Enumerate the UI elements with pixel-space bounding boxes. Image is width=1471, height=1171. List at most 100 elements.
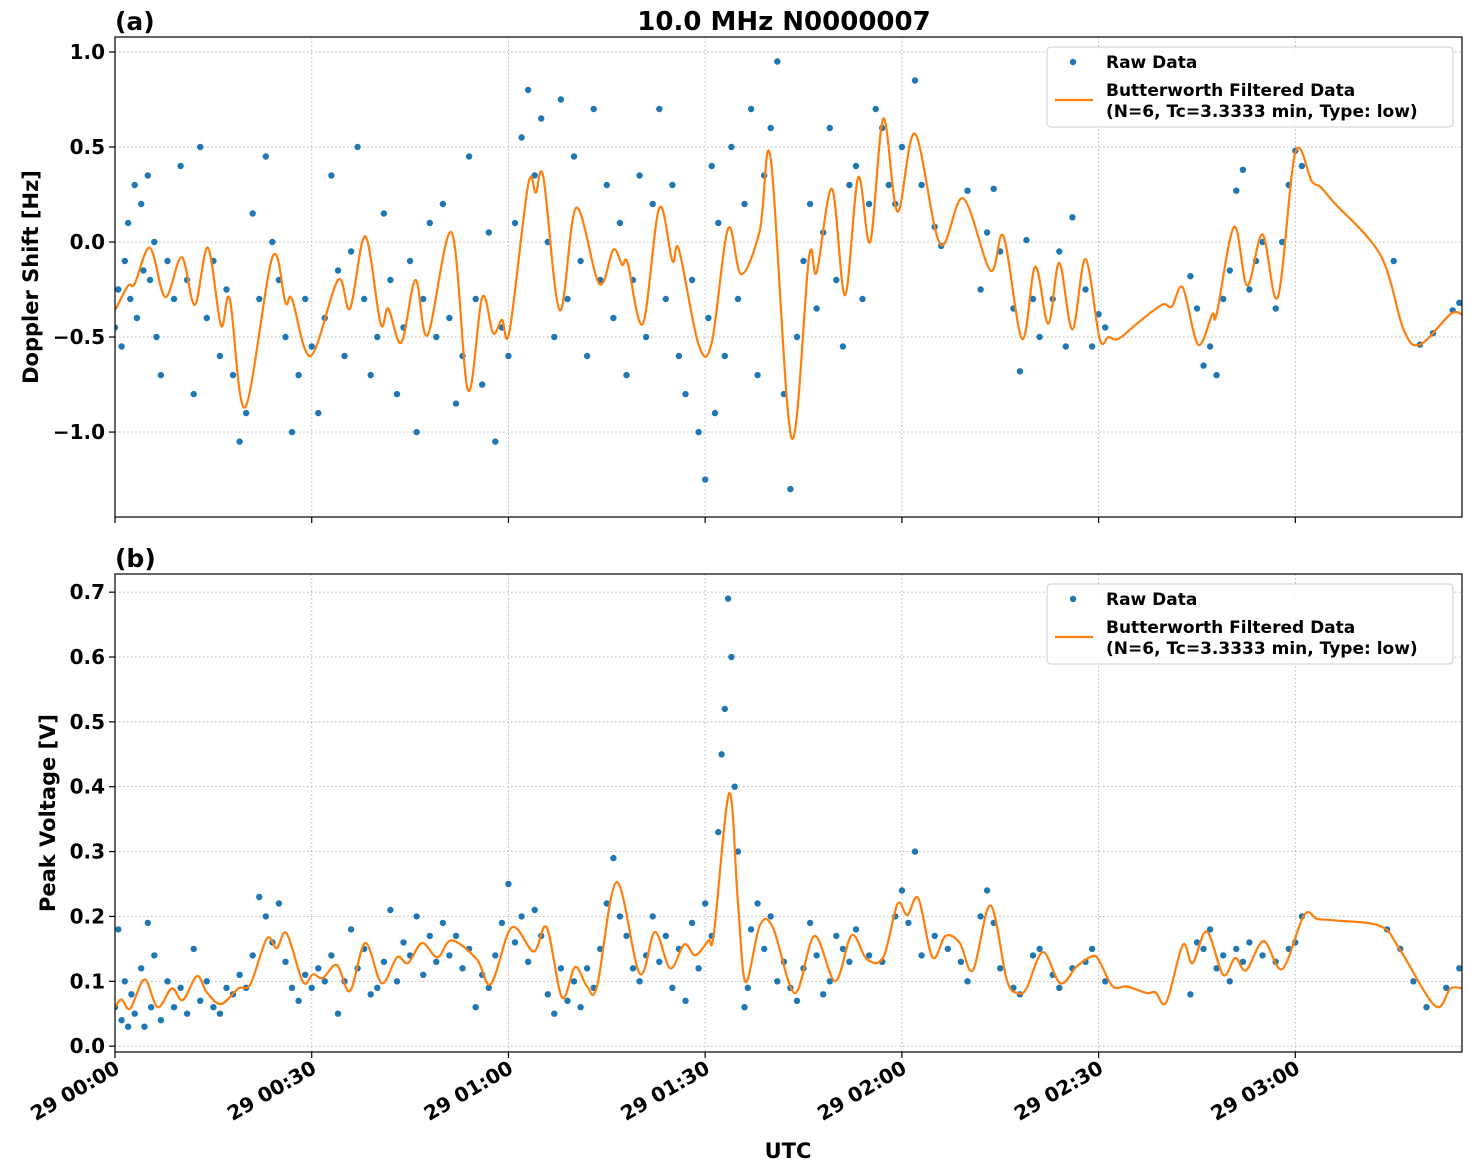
raw-data-point <box>1239 166 1247 173</box>
raw-data-point <box>806 919 814 927</box>
raw-data-point <box>616 219 624 227</box>
raw-data-point <box>590 105 597 113</box>
raw-data-point <box>623 371 630 379</box>
raw-data-point <box>944 945 951 953</box>
raw-data-point <box>216 1010 224 1017</box>
raw-data-point <box>203 314 210 322</box>
raw-data-point <box>144 172 151 179</box>
raw-data-point <box>846 181 853 189</box>
filtered-data-line <box>115 792 1462 1011</box>
raw-data-point <box>262 153 269 160</box>
legend-raw-label: Raw Data <box>1106 590 1197 610</box>
raw-data-point <box>334 1010 342 1017</box>
raw-data-point <box>583 352 591 360</box>
raw-data-point <box>1023 236 1030 244</box>
raw-data-point <box>669 984 676 991</box>
raw-data-point <box>128 991 135 998</box>
raw-data-point <box>420 295 427 303</box>
raw-data-point <box>115 324 119 331</box>
raw-data-point <box>911 77 919 84</box>
raw-data-point <box>1259 952 1266 959</box>
raw-data-point <box>420 971 427 978</box>
raw-data-point <box>203 978 210 985</box>
y-tick-label: 0.6 <box>70 645 105 669</box>
raw-data-point <box>347 926 355 933</box>
raw-data-point <box>367 991 374 998</box>
raw-data-point <box>826 124 833 132</box>
raw-data-point <box>328 952 335 959</box>
raw-data-point <box>718 751 725 758</box>
raw-data-point <box>446 314 453 322</box>
raw-data-point <box>990 185 997 192</box>
raw-data-point <box>695 965 702 972</box>
raw-data-point <box>249 952 256 959</box>
raw-data-point <box>439 200 447 208</box>
raw-data-point <box>839 945 847 953</box>
raw-data-point <box>295 997 302 1004</box>
raw-data-point <box>564 997 571 1004</box>
raw-data-point <box>754 900 761 907</box>
raw-data-point <box>472 295 479 303</box>
y-tick-label: 0.5 <box>70 710 105 734</box>
raw-data-point <box>170 295 178 303</box>
x-axis-label: UTC <box>765 1139 812 1163</box>
raw-data-point <box>216 352 224 360</box>
raw-data-point <box>721 705 728 713</box>
raw-data-point <box>1056 248 1063 255</box>
raw-data-point <box>1193 305 1201 312</box>
raw-data-point <box>190 945 197 953</box>
raw-data-point <box>288 428 296 436</box>
raw-data-point <box>157 371 165 379</box>
raw-data-point <box>151 952 158 959</box>
raw-data-point <box>610 314 617 322</box>
raw-data-point <box>511 219 519 227</box>
raw-data-point <box>957 958 965 965</box>
raw-data-point <box>452 400 460 407</box>
raw-data-point <box>413 913 420 920</box>
raw-data-point <box>387 276 394 284</box>
raw-data-point <box>374 333 381 341</box>
raw-data-point <box>505 352 512 360</box>
raw-data-point <box>524 86 532 94</box>
raw-data-point <box>138 200 145 208</box>
raw-data-point <box>898 887 906 894</box>
raw-data-point <box>583 965 591 972</box>
raw-data-point <box>724 595 732 602</box>
raw-data-point <box>518 134 525 141</box>
raw-data-point <box>564 295 571 303</box>
raw-data-point <box>1390 257 1397 265</box>
y-tick-label: 0.4 <box>70 775 105 799</box>
raw-data-point <box>711 409 719 417</box>
raw-data-point <box>433 333 440 341</box>
raw-data-point <box>1226 267 1234 274</box>
raw-data-point <box>688 276 696 284</box>
raw-data-point <box>747 105 755 113</box>
panel-label-a: (a) <box>115 7 155 36</box>
raw-data-point <box>918 181 925 189</box>
raw-data-point <box>400 939 407 946</box>
raw-data-point <box>406 257 414 265</box>
raw-data-point <box>551 1010 558 1017</box>
raw-data-point <box>282 958 289 965</box>
raw-data-point <box>121 978 128 985</box>
raw-data-point <box>269 238 276 246</box>
raw-data-point <box>452 932 460 940</box>
raw-data-point <box>839 343 847 350</box>
raw-data-point <box>1200 362 1207 369</box>
raw-data-point <box>147 1004 155 1011</box>
raw-data-point <box>1279 238 1286 246</box>
figure-title: 10.0 MHz N0000007 <box>637 7 930 37</box>
plot-area <box>115 595 1462 1030</box>
raw-data-point <box>249 210 256 217</box>
raw-data-point <box>865 200 873 208</box>
raw-data-point <box>140 267 147 274</box>
panel-a: 1.0 0.5 0.0 −0.5 −1.0 Raw Data Butterworth Fil… <box>53 36 1463 523</box>
raw-data-point <box>1206 926 1214 933</box>
raw-data-point <box>1220 952 1227 959</box>
raw-data-point <box>524 958 532 965</box>
raw-data-point <box>1246 939 1253 946</box>
raw-data-point <box>315 409 322 417</box>
raw-data-point <box>918 952 925 959</box>
raw-data-point <box>138 965 145 972</box>
raw-data-point <box>341 352 348 360</box>
